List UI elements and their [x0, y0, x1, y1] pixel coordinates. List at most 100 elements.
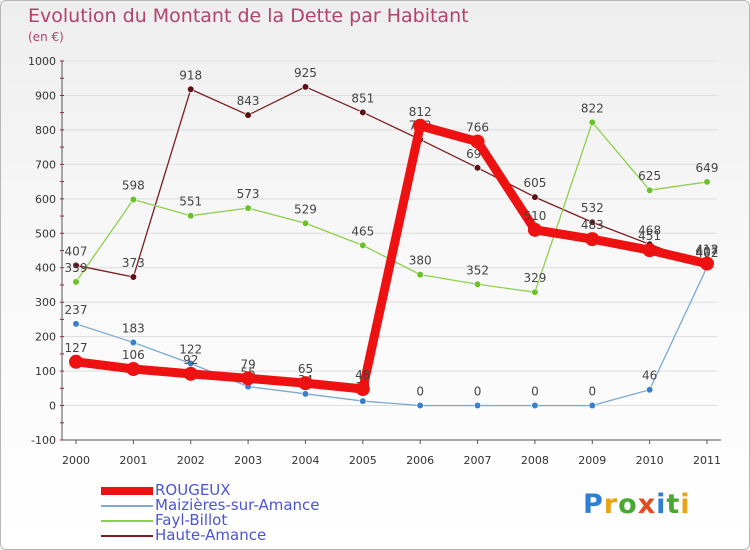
legend-entry: Maizières-sur-Amance	[101, 498, 320, 513]
logo-letter: i	[680, 489, 691, 520]
y-tick-label: 500	[35, 227, 56, 240]
x-tick-label: 2005	[349, 454, 377, 467]
data-point	[72, 278, 80, 286]
data-point	[531, 401, 539, 410]
y-tick-label: 600	[35, 193, 56, 206]
data-label: 483	[581, 218, 604, 232]
data-label: 0	[588, 385, 596, 399]
data-label: 373	[122, 256, 145, 270]
data-label: 598	[122, 179, 145, 193]
y-tick-label: 700	[35, 158, 56, 171]
x-tick-label: 2001	[119, 454, 147, 467]
data-point	[187, 85, 195, 93]
x-tick-label: 2004	[291, 454, 319, 467]
data-point	[527, 222, 542, 237]
data-label: 92	[183, 353, 198, 367]
data-label: 183	[122, 321, 145, 335]
data-label: 402	[696, 246, 719, 260]
data-label: 412	[696, 243, 719, 257]
data-point	[473, 401, 482, 410]
logo-letter: t	[666, 489, 681, 520]
data-label: 380	[409, 254, 432, 268]
data-point	[72, 261, 80, 269]
y-tick-label: 0	[49, 400, 56, 413]
data-label: 352	[466, 263, 489, 277]
data-point	[646, 186, 654, 194]
logo-letter: P	[583, 489, 604, 520]
data-point	[416, 401, 424, 410]
series-line-rougeux	[71, 121, 712, 394]
data-label: 329	[523, 271, 546, 285]
data-point	[244, 111, 252, 119]
logo-letter: x	[637, 489, 657, 520]
y-tick-label: 400	[35, 262, 56, 275]
data-label: 79	[240, 357, 255, 371]
legend-label: Fayl-Billot	[155, 511, 228, 529]
data-point	[588, 118, 596, 126]
data-label: 468	[638, 223, 661, 237]
series-line-haute-amance	[75, 86, 708, 278]
data-point	[129, 338, 137, 347]
y-tick-label: 800	[35, 124, 56, 137]
data-label: 573	[237, 187, 260, 201]
data-label: 605	[523, 176, 546, 190]
data-point	[129, 273, 137, 281]
chart-title: Evolution du Montant de la Dette par Hab…	[28, 5, 469, 27]
data-point	[301, 219, 310, 227]
data-label: 48	[355, 368, 370, 382]
data-label: 649	[696, 161, 719, 175]
series-line-maizi-res-sur-amance	[75, 266, 708, 407]
proxiti-logo: Proxiti	[583, 489, 691, 520]
data-label: 0	[474, 385, 482, 399]
legend-swatch	[101, 486, 153, 495]
chart-subtitle: (en €)	[28, 30, 64, 44]
data-point	[359, 397, 367, 405]
data-label: 127	[65, 341, 88, 355]
data-point	[183, 366, 198, 381]
x-tick-label: 2002	[177, 454, 205, 467]
data-label: 529	[294, 202, 317, 216]
data-point	[69, 354, 83, 369]
data-point	[244, 204, 252, 212]
data-label: 65	[298, 362, 313, 376]
data-label: 851	[351, 91, 374, 105]
y-tick-label: 900	[35, 89, 56, 102]
data-label: 106	[122, 348, 145, 362]
x-tick-label: 2000	[62, 454, 90, 467]
data-label: 766	[466, 121, 489, 135]
data-label: 122	[179, 343, 202, 357]
data-label: 925	[294, 66, 317, 80]
legend-swatch	[101, 534, 153, 537]
data-label: 625	[638, 169, 661, 183]
data-point	[588, 401, 596, 410]
y-tick-label: -100	[31, 434, 56, 447]
data-point	[187, 212, 195, 220]
data-point	[359, 108, 367, 116]
legend-swatch	[101, 519, 153, 522]
data-point	[72, 320, 80, 328]
data-label: 822	[581, 101, 604, 115]
data-label: 465	[351, 224, 374, 238]
chart-legend: ROUGEUX Maizières-sur-Amance Fayl-Billot Ha…	[101, 483, 320, 543]
data-point	[473, 280, 482, 288]
legend-entry: Haute-Amance	[101, 528, 320, 543]
data-point	[646, 386, 654, 394]
data-label: 451	[638, 229, 661, 243]
data-point	[359, 241, 367, 249]
y-tick-label: 1000	[28, 55, 56, 68]
data-label: 812	[409, 105, 432, 119]
data-label: 551	[179, 195, 202, 209]
data-label: 510	[523, 209, 546, 223]
data-point	[531, 288, 539, 296]
data-point	[355, 382, 370, 397]
data-label: 532	[581, 201, 604, 215]
y-tick-label: 100	[35, 365, 56, 378]
data-point	[700, 256, 714, 271]
legend-entry: ROUGEUX	[101, 483, 320, 498]
data-label: 407	[65, 244, 88, 258]
data-point	[531, 193, 539, 201]
data-label: 407	[696, 244, 719, 258]
data-point	[301, 83, 310, 91]
data-point	[187, 359, 195, 368]
legend-entry: Fayl-Billot	[101, 513, 320, 528]
